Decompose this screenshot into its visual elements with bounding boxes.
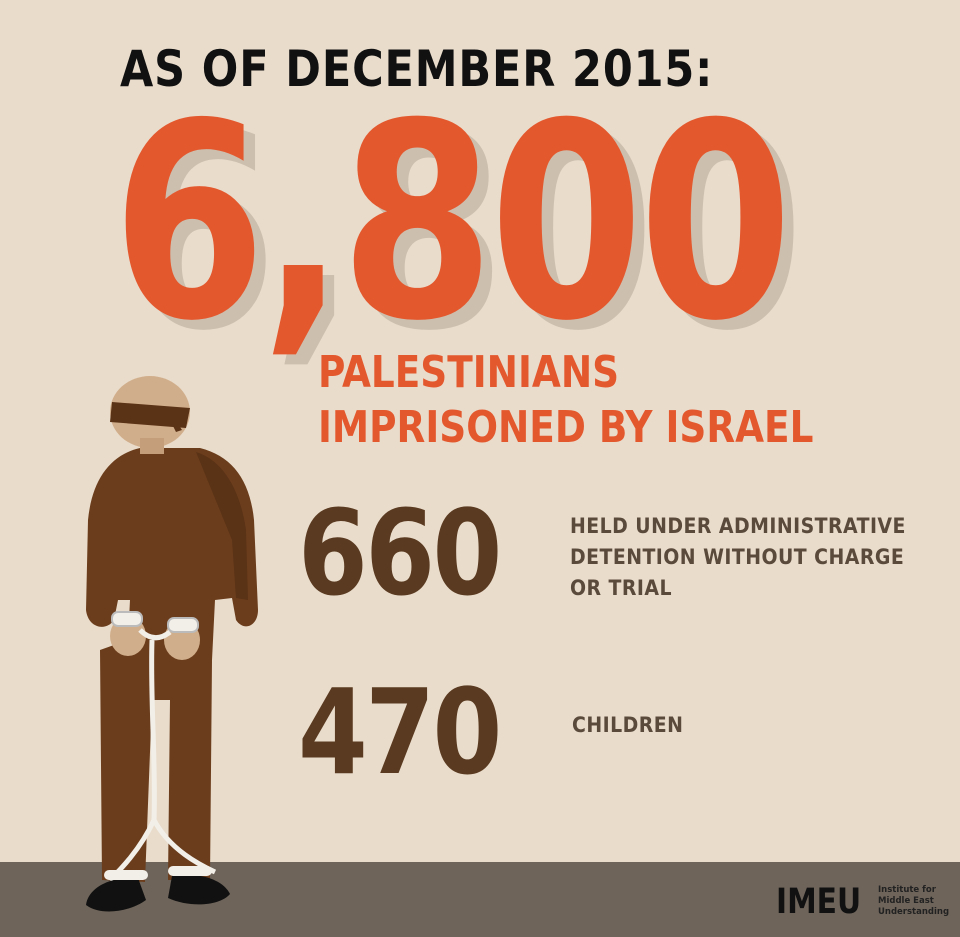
main-stat-label: PALESTINIANS IMPRISONED BY ISRAEL	[318, 345, 813, 455]
stat-children-label: CHILDREN	[572, 710, 683, 741]
logo-tagline-line: Middle East	[878, 896, 934, 906]
main-stat-label-line: PALESTINIANS	[318, 347, 620, 398]
stat-label-line: HELD UNDER ADMINISTRATIVE	[570, 514, 906, 538]
stat-label-line: DETENTION WITHOUT CHARGE	[570, 545, 905, 569]
stat-administrative-detention-label: HELD UNDER ADMINISTRATIVE DETENTION WITH…	[570, 511, 912, 604]
stat-label-line: CHILDREN	[572, 713, 684, 737]
logo-tagline-line: Understanding	[878, 907, 950, 917]
main-stat-label-line: IMPRISONED BY ISRAEL	[318, 402, 814, 453]
main-stat-value: 6,800	[112, 65, 793, 380]
headline: AS OF DECEMBER 2015:	[120, 40, 714, 98]
logo-mark: IMEU	[776, 882, 862, 922]
logo-tagline-line: Institute for	[878, 885, 936, 895]
stat-label-line: OR TRIAL	[570, 576, 672, 600]
logo-tagline: Institute for Middle East Understanding	[878, 885, 958, 918]
floor-band	[0, 862, 960, 937]
stat-administrative-detention-value: 660	[298, 484, 502, 622]
stat-children-value: 470	[298, 663, 502, 801]
